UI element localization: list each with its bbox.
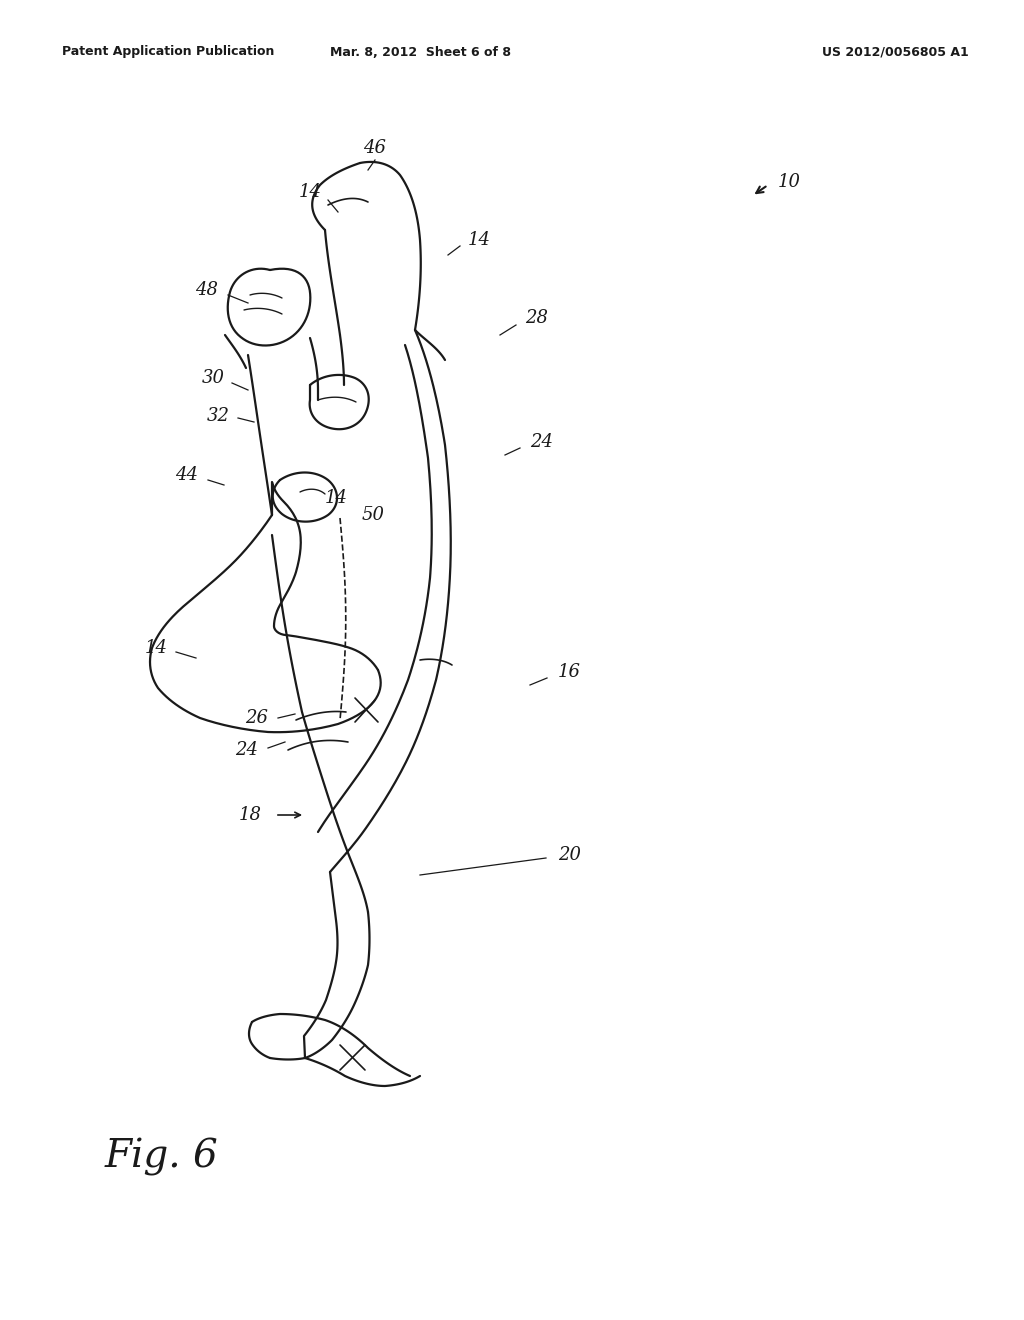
Text: 24: 24: [234, 741, 258, 759]
Text: 46: 46: [364, 139, 386, 157]
Text: Patent Application Publication: Patent Application Publication: [62, 45, 274, 58]
Text: 14: 14: [299, 183, 322, 201]
Text: 10: 10: [778, 173, 801, 191]
Text: 20: 20: [558, 846, 581, 865]
Text: US 2012/0056805 A1: US 2012/0056805 A1: [821, 45, 969, 58]
Text: 50: 50: [362, 506, 385, 524]
Text: 26: 26: [245, 709, 268, 727]
Text: Fig. 6: Fig. 6: [105, 1138, 219, 1176]
Text: 28: 28: [525, 309, 548, 327]
Text: 30: 30: [202, 370, 225, 387]
Text: Mar. 8, 2012  Sheet 6 of 8: Mar. 8, 2012 Sheet 6 of 8: [330, 45, 511, 58]
Text: 48: 48: [195, 281, 218, 300]
Text: 44: 44: [175, 466, 198, 484]
Text: 14: 14: [468, 231, 490, 249]
Text: 16: 16: [558, 663, 581, 681]
Text: 24: 24: [530, 433, 553, 451]
Text: 18: 18: [239, 807, 262, 824]
Text: 14: 14: [325, 488, 348, 507]
Text: 14: 14: [145, 639, 168, 657]
Text: 32: 32: [207, 407, 230, 425]
